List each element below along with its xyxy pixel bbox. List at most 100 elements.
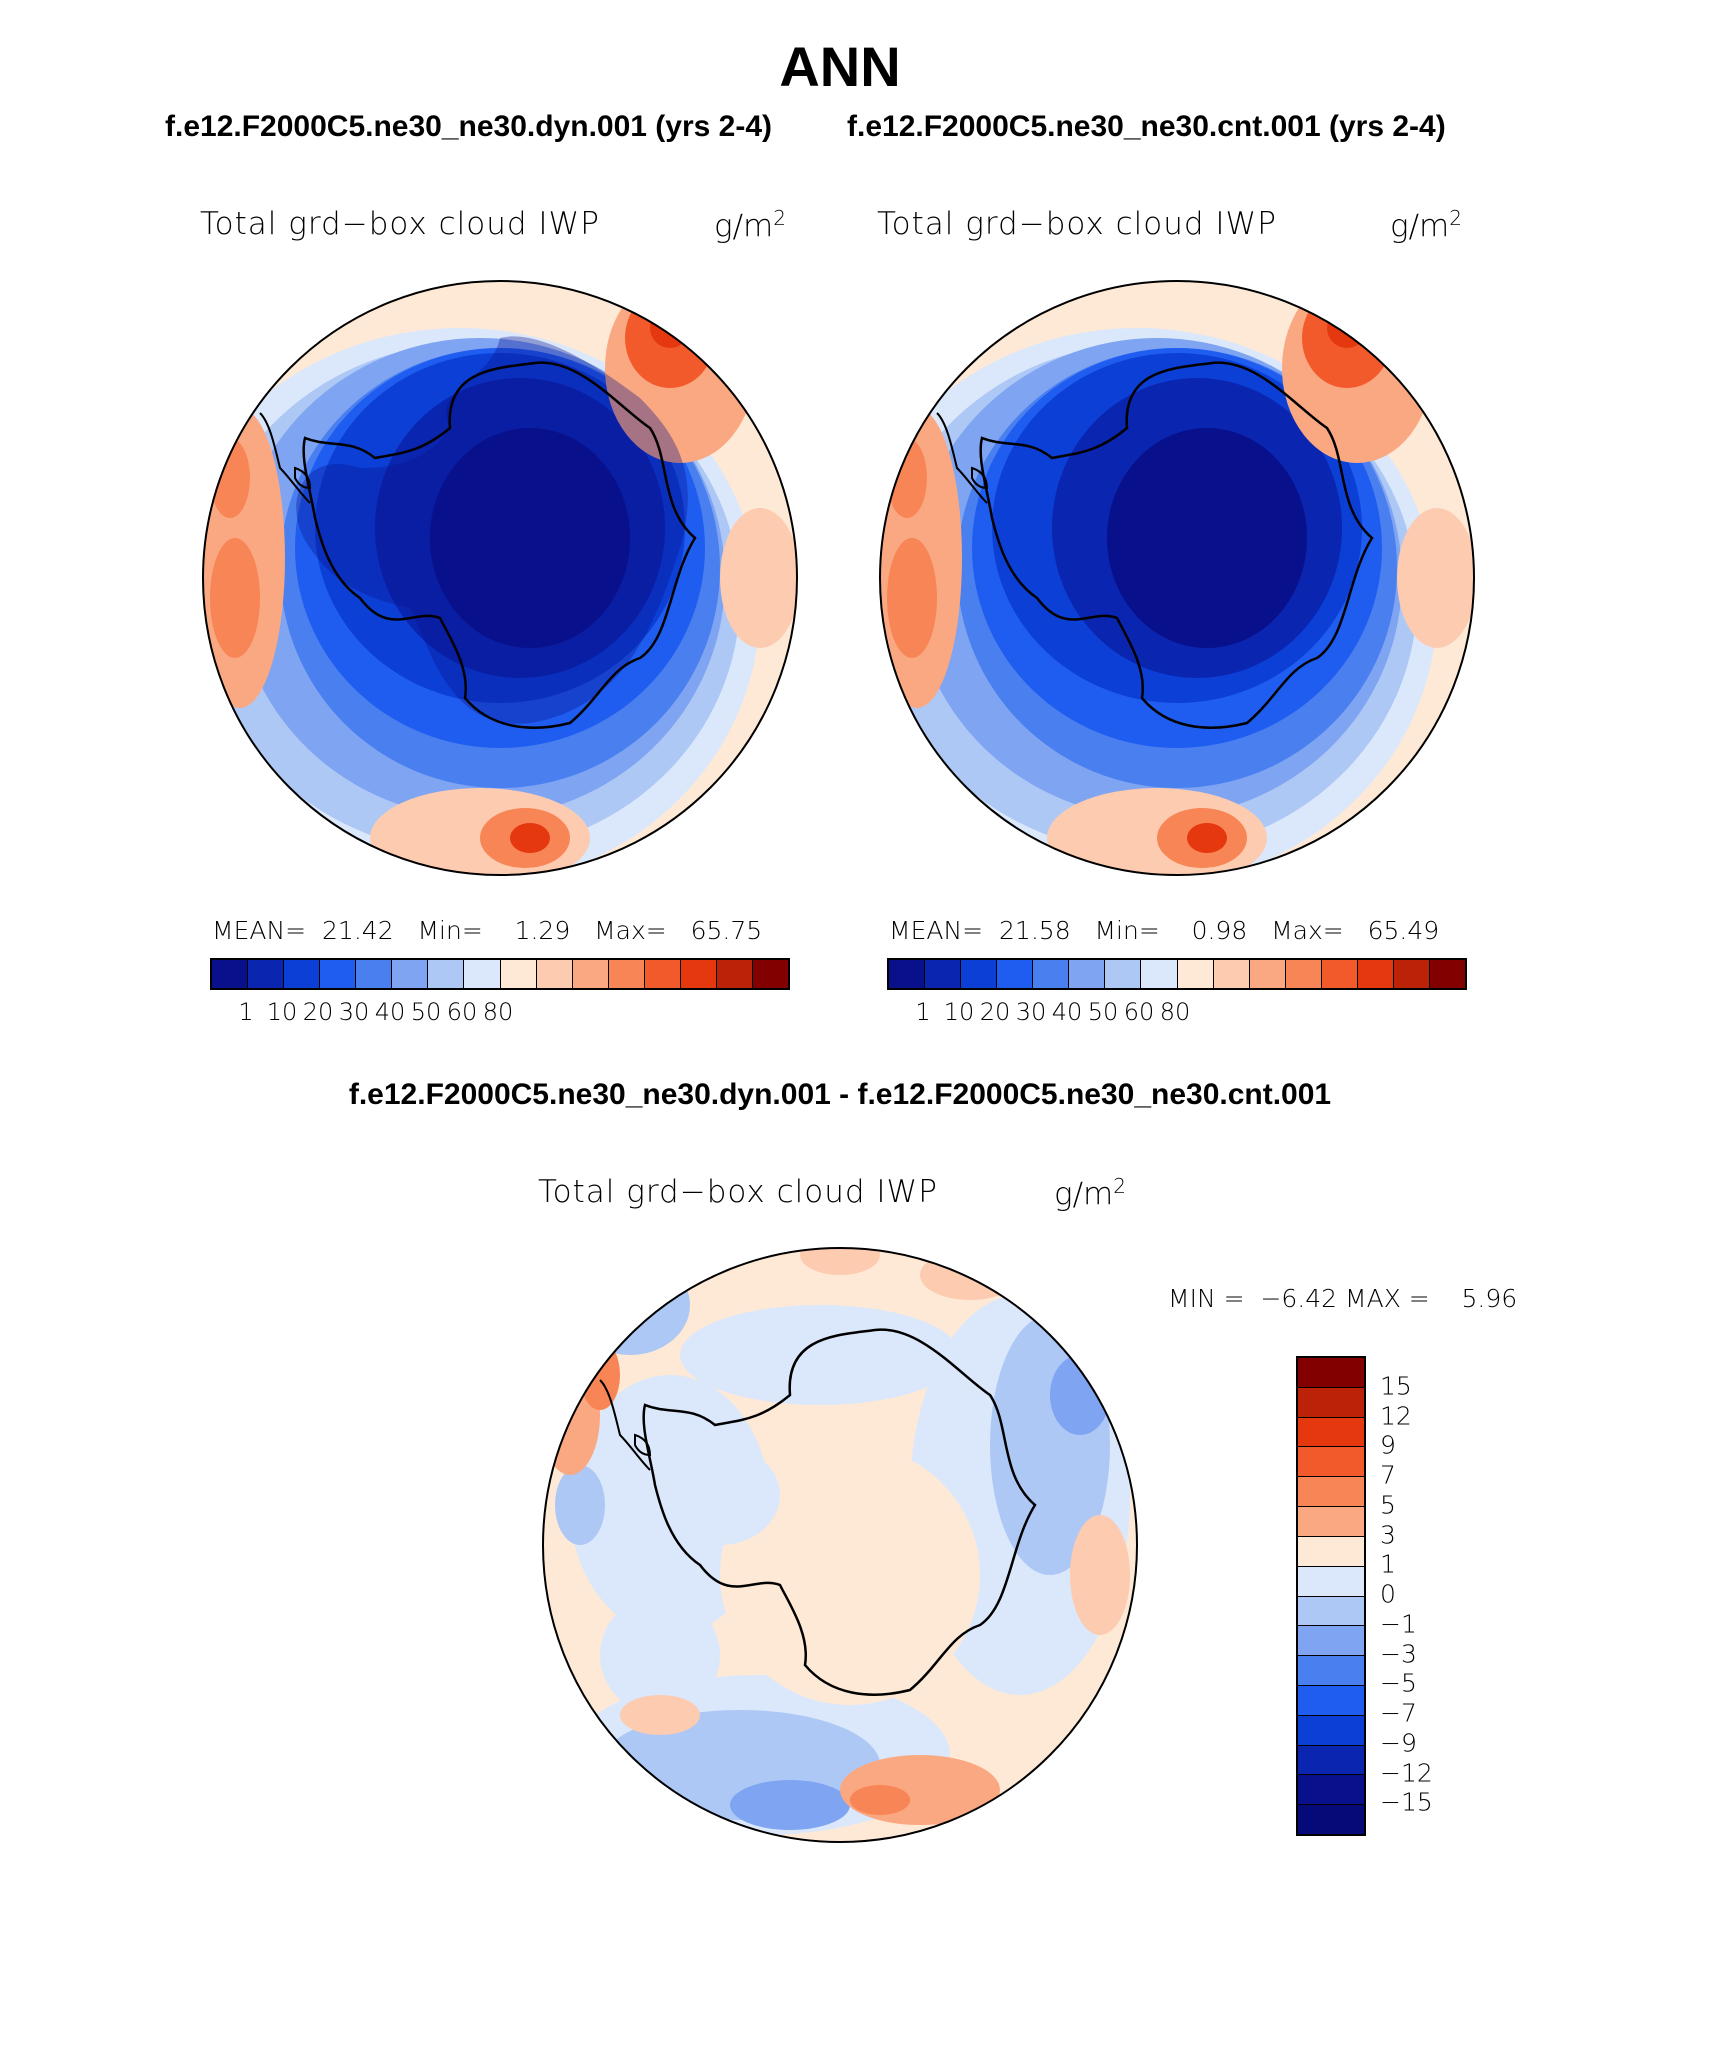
difference-colorbar-box xyxy=(1298,1507,1364,1537)
panel-1-colorbar-label: 1 xyxy=(238,998,254,1026)
panel-1-colorbar-label: 40 xyxy=(374,998,406,1026)
panel-2-colorbar-label: 60 xyxy=(1123,998,1155,1026)
difference-colorbar-labels: 15 12 9 7 5 3 1 0 −1 −3 −5 −7 −9 −12 −15 xyxy=(1380,1356,1460,1832)
panel-1-colorbar-box xyxy=(500,960,537,988)
panel-1-variable-name: Total grd−box cloud IWP xyxy=(200,206,600,242)
panel-1-colorbar-box xyxy=(752,960,788,988)
difference-units: g/m2 xyxy=(1054,1174,1126,1213)
difference-colorbar-box xyxy=(1298,1656,1364,1686)
panel-2-colorbar-box xyxy=(889,960,926,988)
difference-title: f.e12.F2000C5.ne30_ne30.dyn.001 - f.e12.… xyxy=(348,1078,1332,1111)
panel-1-colorbar-label: 30 xyxy=(338,998,370,1026)
panel-2-colorbar-box xyxy=(1105,960,1142,988)
panel-2-colorbar-box xyxy=(1321,960,1358,988)
difference-colorbar xyxy=(1296,1356,1366,1836)
panel-1-case-title: f.e12.F2000C5.ne30_ne30.dyn.001 (yrs 2-4… xyxy=(165,110,773,143)
difference-colorbar-box xyxy=(1298,1477,1364,1508)
panel-1-colorbar-box xyxy=(248,960,285,988)
panel-2-colorbar-box xyxy=(1393,960,1430,988)
panel-1-colorbar-box xyxy=(212,960,249,988)
panel-2-colorbar-labels: 1 10 20 30 40 50 60 80 xyxy=(887,998,1463,1028)
difference-colorbar-label: −15 xyxy=(1380,1787,1433,1817)
difference-colorbar-box xyxy=(1298,1805,1364,1834)
panel-2-colorbar-box xyxy=(1141,960,1178,988)
difference-colorbar-label: 9 xyxy=(1380,1430,1396,1460)
panel-2-colorbar-label: 40 xyxy=(1051,998,1083,1026)
panel-1-colorbar-box xyxy=(356,960,393,988)
panel-1-colorbar-labels: 1 10 20 30 40 50 60 80 xyxy=(210,998,786,1028)
difference-colorbar-box xyxy=(1298,1596,1364,1627)
panel-1-colorbar-label: 80 xyxy=(482,998,514,1026)
panel-2-colorbar-box xyxy=(1357,960,1394,988)
panel-1-colorbar-box xyxy=(608,960,645,988)
panel-2-colorbar-box xyxy=(961,960,998,988)
difference-colorbar-box xyxy=(1298,1358,1364,1388)
panel-2-colorbar-label: 20 xyxy=(979,998,1011,1026)
difference-colorbar-label: −5 xyxy=(1380,1668,1417,1698)
difference-colorbar-box xyxy=(1298,1387,1364,1418)
panel-1-colorbar-box xyxy=(716,960,753,988)
difference-colorbar-label: 3 xyxy=(1380,1520,1396,1549)
difference-colorbar-box xyxy=(1298,1685,1364,1716)
difference-colorbar-label: −1 xyxy=(1380,1609,1417,1639)
difference-variable-name: Total grd−box cloud IWP xyxy=(538,1174,938,1210)
panel-1-polar-map xyxy=(202,280,798,876)
difference-colorbar-box xyxy=(1298,1775,1364,1806)
difference-colorbar-label: 15 xyxy=(1380,1371,1412,1401)
panel-2-stats: MEAN= 21.58 Min= 0.98 Max= 65.49 xyxy=(889,916,1440,945)
panel-2-colorbar-label: 50 xyxy=(1087,998,1119,1026)
panel-2-variable-name: Total grd−box cloud IWP xyxy=(877,206,1277,242)
difference-colorbar-label: −7 xyxy=(1380,1698,1417,1728)
panel-2-colorbar-label: 10 xyxy=(943,998,975,1026)
panel-2-colorbar-box xyxy=(1285,960,1322,988)
panel-1-colorbar xyxy=(210,958,790,990)
panel-2-polar-map xyxy=(879,280,1475,876)
difference-min-max: MIN = −6.42 MAX = 5.96 xyxy=(1168,1284,1518,1313)
difference-colorbar-label: 12 xyxy=(1380,1401,1412,1430)
panel-1-units: g/m2 xyxy=(714,206,786,245)
panel-1-colorbar-box xyxy=(392,960,429,988)
difference-colorbar-box xyxy=(1298,1715,1364,1746)
panel-1-colorbar-label: 50 xyxy=(410,998,442,1026)
difference-colorbar-label: −12 xyxy=(1380,1758,1433,1787)
difference-polar-map xyxy=(542,1247,1138,1843)
panel-2-colorbar-label: 80 xyxy=(1159,998,1191,1026)
panel-1-colorbar-box xyxy=(284,960,321,988)
difference-colorbar-label: 0 xyxy=(1380,1579,1396,1609)
panel-2-colorbar-box xyxy=(1033,960,1070,988)
panel-2-colorbar-label: 30 xyxy=(1015,998,1047,1026)
panel-1-colorbar-label: 20 xyxy=(302,998,334,1026)
panel-2-colorbar xyxy=(887,958,1467,990)
panel-1-colorbar-label: 10 xyxy=(266,998,298,1026)
panel-1-colorbar-label: 60 xyxy=(446,998,478,1026)
difference-colorbar-label: −9 xyxy=(1380,1728,1417,1758)
panel-2-colorbar-box xyxy=(1213,960,1250,988)
difference-colorbar-box xyxy=(1298,1536,1364,1567)
difference-colorbar-label: 1 xyxy=(1380,1549,1396,1579)
panel-1-colorbar-box xyxy=(680,960,717,988)
panel-1-colorbar-box xyxy=(536,960,573,988)
difference-colorbar-label: 7 xyxy=(1380,1460,1396,1490)
panel-2-colorbar-box xyxy=(925,960,962,988)
difference-colorbar-label: −3 xyxy=(1380,1639,1417,1668)
panel-2-colorbar-label: 1 xyxy=(915,998,931,1026)
panel-1-colorbar-box xyxy=(464,960,501,988)
panel-2-colorbar-box xyxy=(1177,960,1214,988)
difference-colorbar-box xyxy=(1298,1447,1364,1478)
panel-1-colorbar-box xyxy=(572,960,609,988)
main-title: ANN xyxy=(779,35,901,98)
panel-1-colorbar-box xyxy=(320,960,357,988)
panel-2-colorbar-box xyxy=(1249,960,1286,988)
panel-1-colorbar-box xyxy=(428,960,465,988)
panel-2-case-title: f.e12.F2000C5.ne30_ne30.cnt.001 (yrs 2-4… xyxy=(847,110,1446,143)
difference-colorbar-box xyxy=(1298,1417,1364,1448)
panel-2-units: g/m2 xyxy=(1390,206,1462,245)
panel-2-colorbar-box xyxy=(1429,960,1465,988)
panel-1-stats: MEAN= 21.42 Min= 1.29 Max= 65.75 xyxy=(212,916,763,945)
difference-colorbar-box xyxy=(1298,1626,1364,1657)
panel-1-colorbar-box xyxy=(644,960,681,988)
panel-2-colorbar-box xyxy=(997,960,1034,988)
difference-colorbar-box xyxy=(1298,1745,1364,1776)
difference-colorbar-box xyxy=(1298,1566,1364,1597)
difference-colorbar-label: 5 xyxy=(1380,1490,1396,1520)
